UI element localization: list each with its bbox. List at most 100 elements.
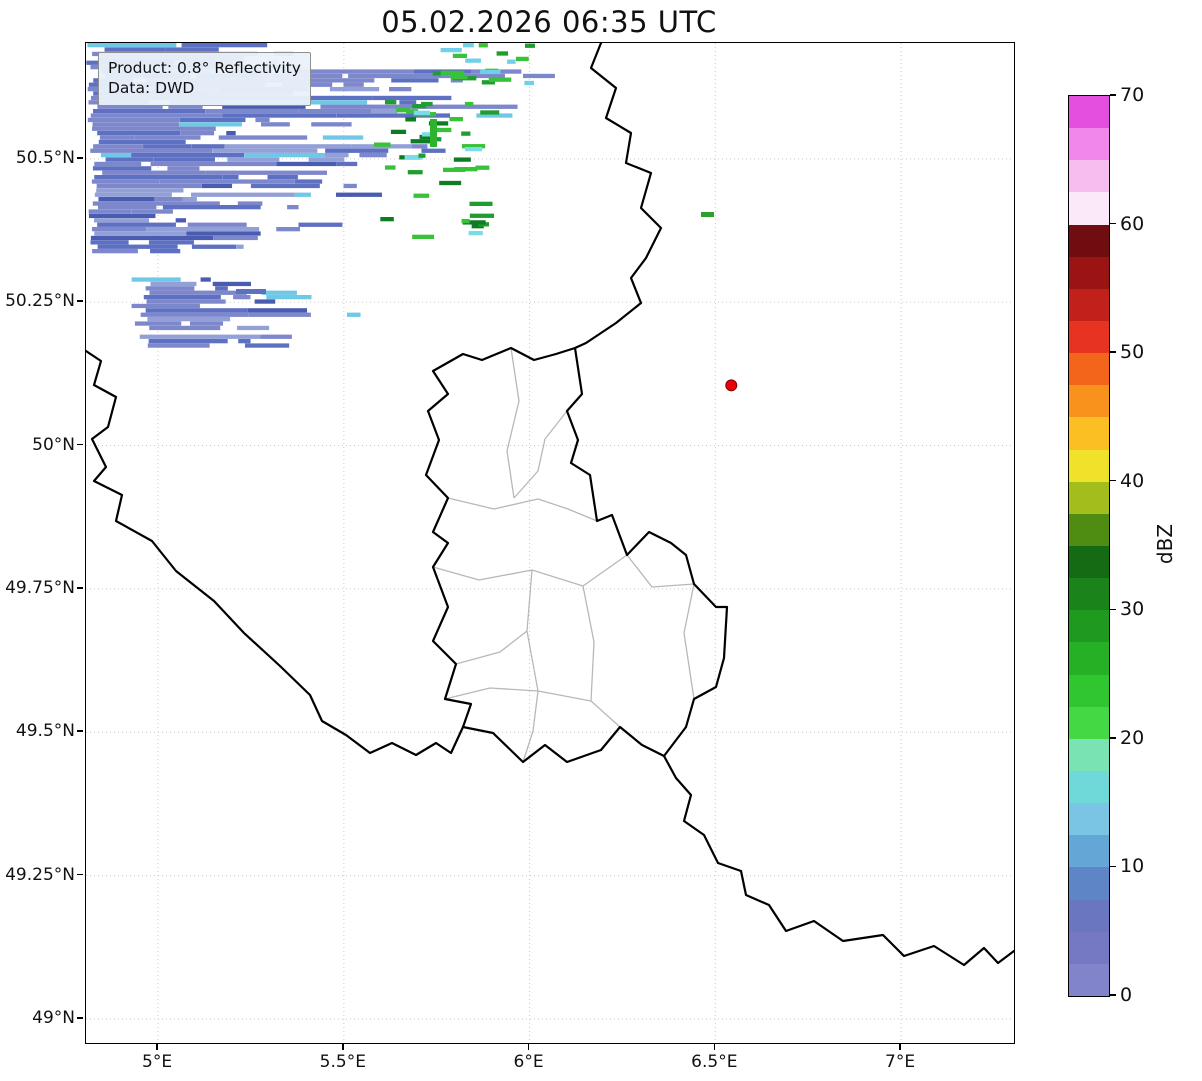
radar-echo [238, 339, 251, 344]
radar-echo [131, 209, 173, 214]
colorbar-segment [1069, 706, 1109, 739]
radar-echo [461, 131, 471, 136]
radar-echo [421, 101, 433, 107]
radar-echo [461, 144, 486, 149]
radar-echo [254, 299, 276, 304]
radar-echo [410, 139, 436, 144]
radar-echo [91, 179, 160, 184]
radar-echo [298, 222, 343, 227]
radar-echo [93, 144, 143, 149]
radar-echo [94, 231, 187, 236]
radar-echo [701, 212, 714, 217]
radar-echo [97, 104, 163, 109]
radar-echo [92, 249, 138, 254]
radar-echo [374, 142, 391, 147]
radar-echo [88, 213, 156, 219]
radar-echo [149, 325, 221, 331]
legend-box: Product: 0.8° Reflectivity Data: DWD [98, 52, 311, 106]
canton-border [444, 687, 621, 728]
radar-echo [524, 43, 535, 48]
radar-echo [515, 56, 529, 62]
radar-echo [289, 100, 368, 105]
radar-echo [186, 231, 261, 236]
y-tick-mark [77, 157, 83, 159]
radar-echo [131, 303, 200, 309]
radar-echo [432, 71, 441, 76]
radar-echo [97, 205, 157, 210]
radar-echo [139, 334, 261, 339]
colorbar-tick-label: 50 [1120, 341, 1145, 364]
radar-echo [419, 134, 437, 140]
radar-echo [146, 227, 260, 232]
radar-echo [293, 95, 373, 101]
y-tick-label: 49.25°N [5, 864, 75, 885]
radar-echo [422, 132, 435, 137]
radar-echo [384, 100, 397, 105]
radar-echo [96, 188, 184, 193]
radar-echo [294, 192, 311, 197]
radar-echo [399, 100, 417, 105]
radar-echo [236, 244, 244, 249]
radar-echo [218, 135, 308, 140]
radar-echo [442, 167, 466, 173]
radar-echo [260, 334, 292, 339]
radar-echo [329, 87, 380, 92]
colorbar-segment [1069, 192, 1109, 225]
colorbar-segment [1069, 224, 1109, 257]
colorbar-tick-mark [1110, 865, 1116, 868]
radar-echo [336, 161, 358, 167]
radar-echo [92, 166, 152, 171]
radar-echo [97, 222, 176, 227]
colorbar-segment [1069, 160, 1109, 193]
colorbar-tick-label: 30 [1120, 598, 1145, 621]
radar-echo [462, 43, 474, 48]
y-tick-mark [77, 1017, 83, 1019]
colorbar-segment [1069, 931, 1109, 964]
radar-echo [191, 192, 295, 197]
radar-echo [390, 129, 407, 135]
radar-echo [87, 43, 177, 48]
colorbar-segment [1069, 96, 1109, 129]
colorbar-tick-label: 10 [1120, 855, 1145, 878]
gridlines-layer [86, 43, 1014, 1043]
colorbar-segment [1069, 513, 1109, 546]
radar-echo [212, 281, 251, 287]
radar-echo [343, 183, 357, 189]
radar-echo [159, 179, 295, 184]
radar-echo [430, 119, 437, 147]
radar-echo [179, 117, 246, 123]
radar-echo [150, 249, 181, 254]
radar-echo [150, 161, 277, 167]
radar-echo [471, 224, 484, 229]
radar-echo [191, 244, 237, 249]
radar-echo [244, 153, 325, 158]
radar-echo [180, 131, 215, 136]
radar-echo [97, 131, 181, 136]
radar-echo [469, 201, 493, 207]
radar-echo [96, 183, 202, 189]
radar-echo [276, 227, 301, 232]
canton-border [447, 497, 598, 522]
radar-echo [200, 277, 211, 282]
radar-echo [143, 295, 221, 300]
radar-echo [412, 103, 427, 109]
radar-echo [181, 43, 268, 48]
radar-echo [453, 157, 471, 162]
radar-echo [461, 218, 470, 224]
colorbar-segment [1069, 385, 1109, 418]
radar-echo [244, 343, 290, 348]
radar-echo [469, 213, 495, 218]
radar-echo [248, 312, 311, 317]
y-tick-label: 49.75°N [5, 577, 75, 598]
radar-echo [343, 82, 364, 87]
radar-echo [276, 161, 337, 167]
map-plot: Product: 0.8° Reflectivity Data: DWD [85, 42, 1015, 1044]
radar-echo [237, 325, 270, 331]
colorbar-segment [1069, 835, 1109, 868]
colorbar-segment [1069, 353, 1109, 386]
colorbar-segment [1069, 128, 1109, 161]
y-tick-label: 50°N [32, 434, 75, 455]
radar-echo [92, 126, 216, 131]
canton-border [506, 347, 520, 499]
radar-echo [440, 47, 462, 53]
